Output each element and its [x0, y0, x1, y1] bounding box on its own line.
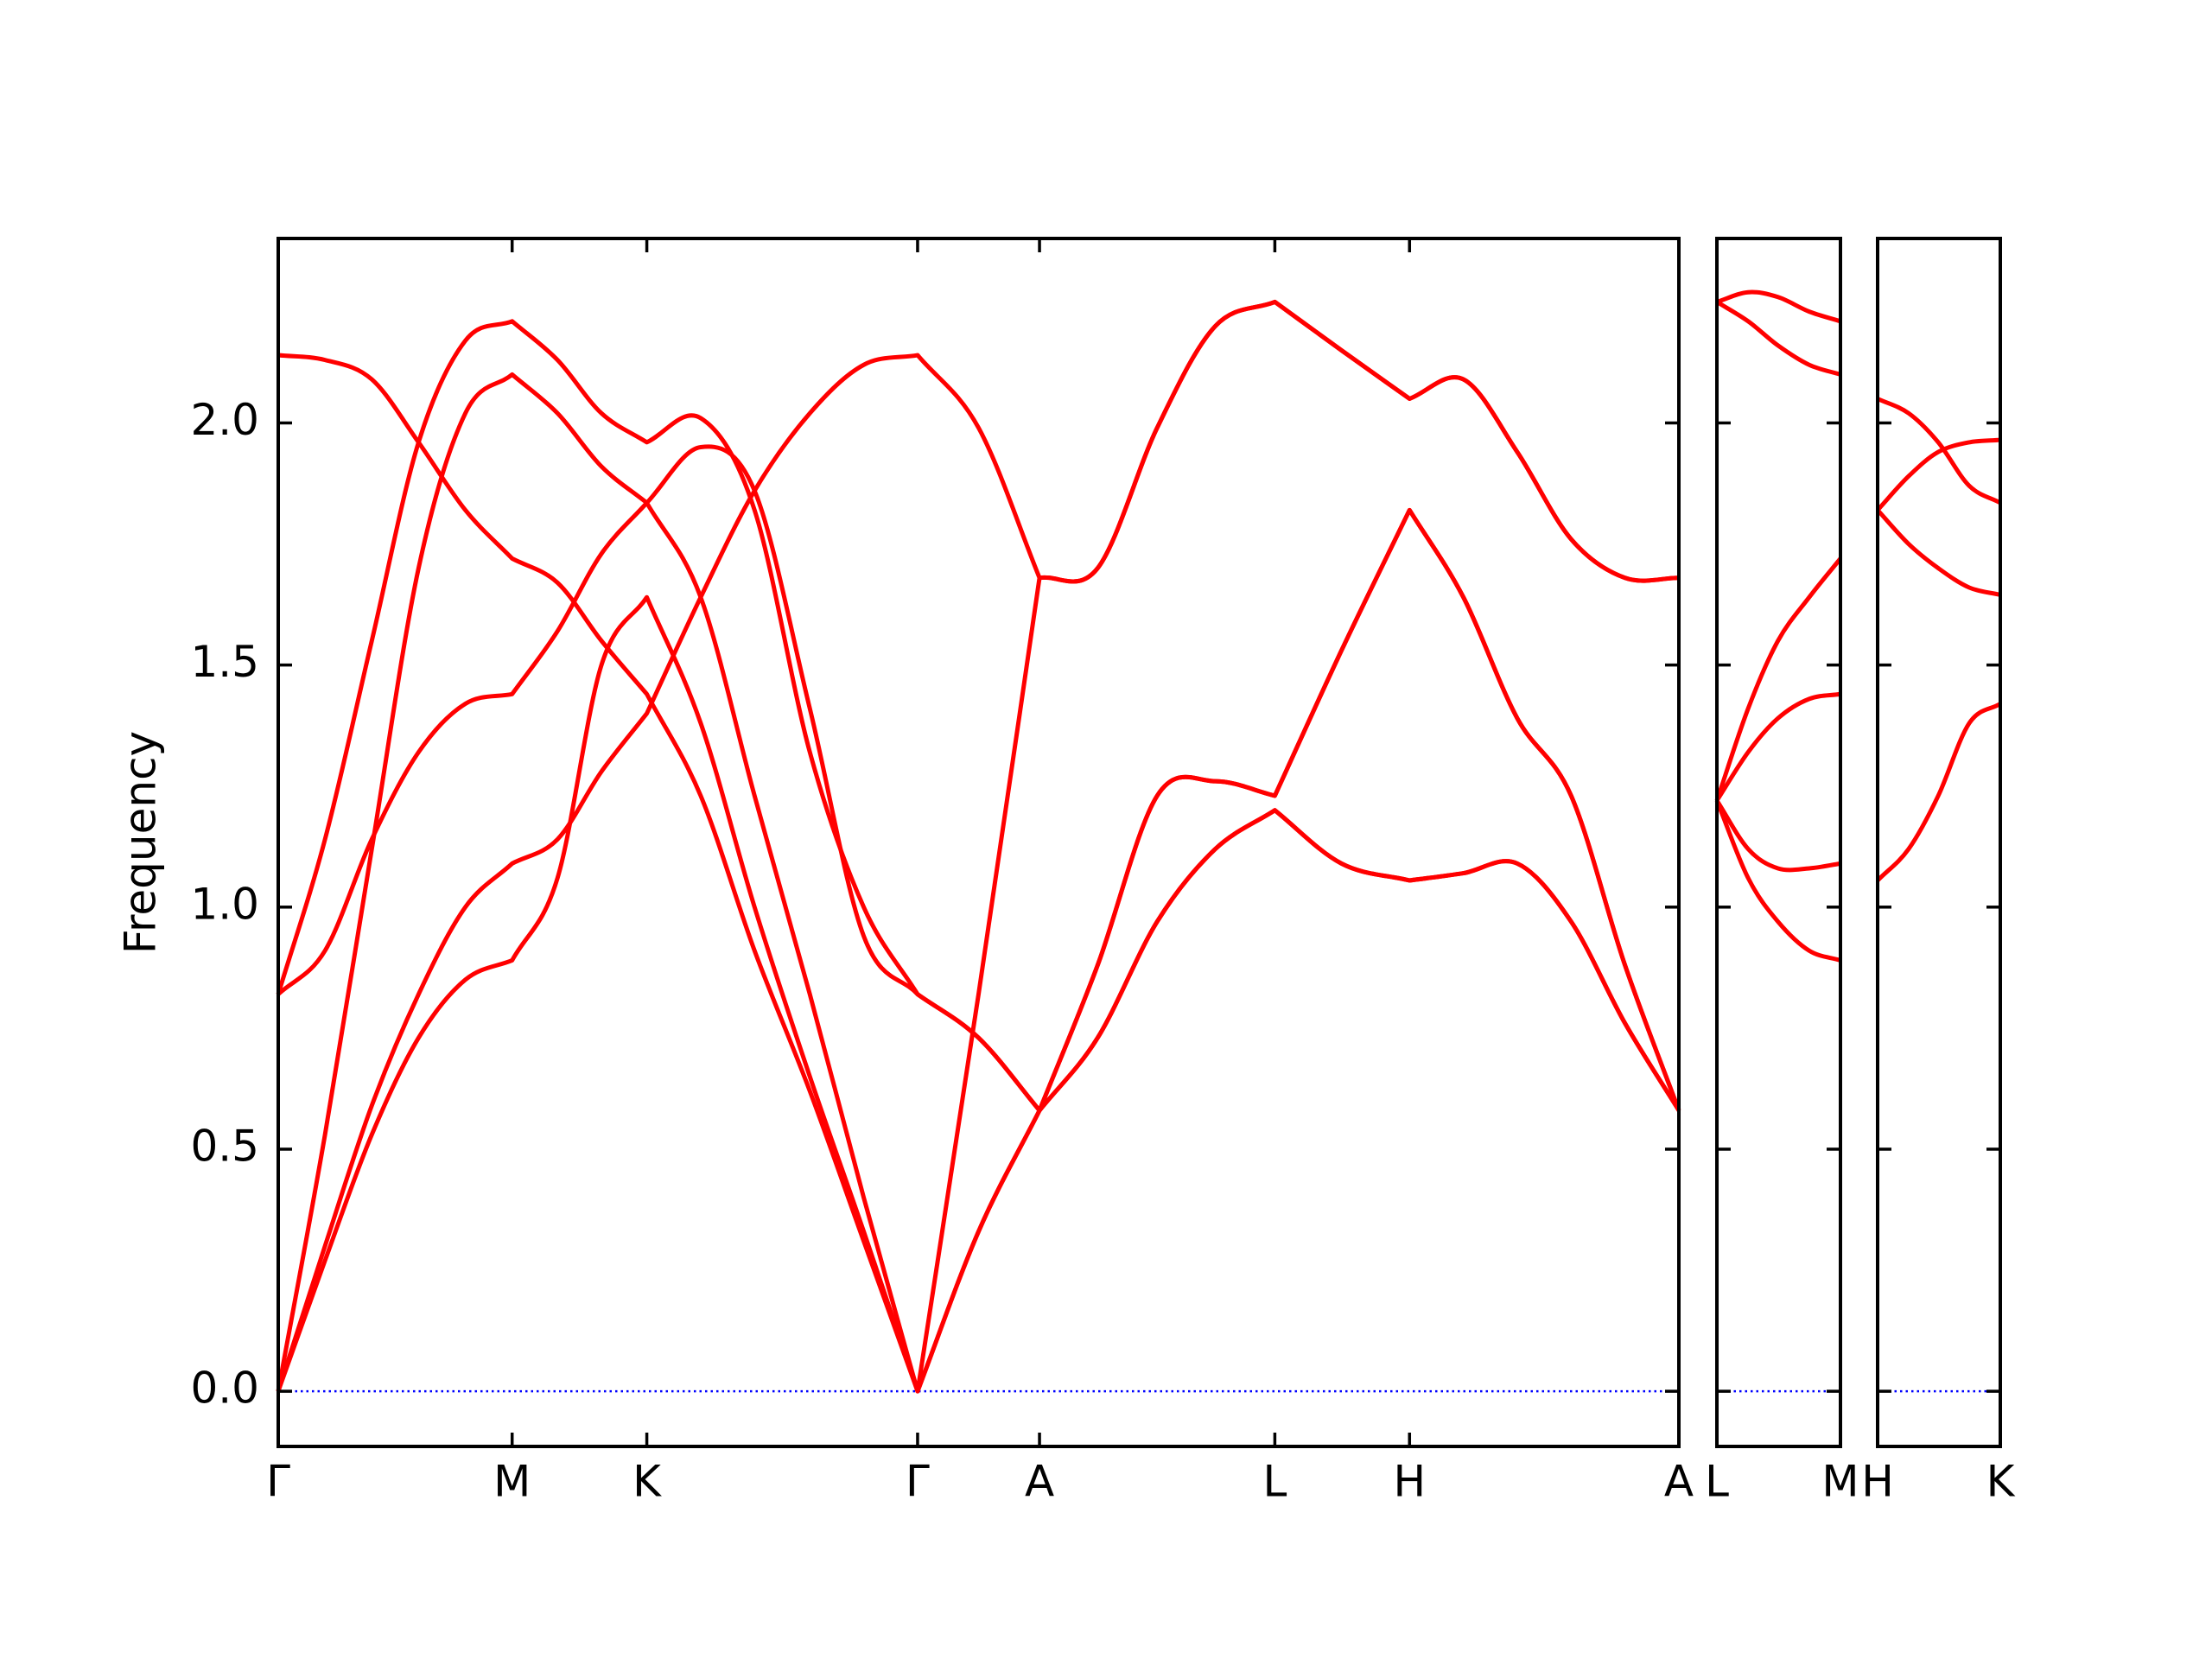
y-tick-label: 1.5	[190, 637, 259, 687]
band-line	[276, 594, 1681, 1394]
x-tick-label: M	[1821, 1457, 1859, 1507]
band-line	[1714, 556, 1842, 802]
x-tick-label: L	[1262, 1457, 1287, 1507]
y-axis-label: Frequency	[116, 731, 166, 954]
band-line	[1714, 691, 1841, 802]
x-tick-label: Γ	[266, 1457, 290, 1507]
band-line	[1876, 437, 2001, 512]
x-tick-label: K	[632, 1457, 662, 1507]
x-tick-label: L	[1705, 1457, 1729, 1507]
x-tick-label: M	[493, 1457, 531, 1507]
x-tick-label: A	[1025, 1457, 1054, 1507]
band-line	[1714, 799, 1841, 963]
y-tick-label: 2.0	[190, 395, 259, 445]
band-line	[1876, 702, 2002, 882]
band-line	[276, 299, 1680, 1392]
y-tick-label: 0.0	[190, 1363, 259, 1414]
plot-frame	[276, 237, 1681, 1448]
x-tick-label: H	[1393, 1457, 1426, 1507]
y-tick-label: 1.0	[190, 879, 259, 929]
y-tick-label: 0.5	[190, 1121, 259, 1171]
band-line	[276, 372, 1681, 1392]
x-tick-label: K	[1986, 1457, 2016, 1507]
band-line	[1714, 799, 1841, 873]
band-line	[1876, 508, 2001, 597]
band-line	[1716, 289, 1841, 324]
x-tick-label: H	[1861, 1457, 1894, 1507]
band-line	[1715, 300, 1841, 377]
plot-frame	[1715, 237, 1842, 1448]
x-tick-label: Γ	[906, 1457, 930, 1507]
band-line	[1876, 397, 2002, 505]
x-tick-label: A	[1664, 1457, 1694, 1507]
plot-frame	[1876, 237, 2002, 1448]
